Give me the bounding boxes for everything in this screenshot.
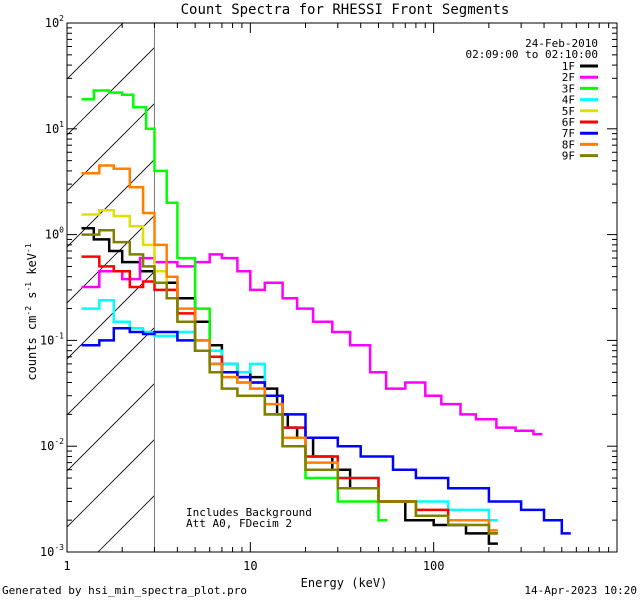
legend-label-3F: 3F <box>562 82 575 95</box>
y-tick-label: 102 <box>45 14 64 30</box>
legend-label-4F: 4F <box>562 94 575 107</box>
series-line-1F <box>81 226 498 545</box>
hatch-line <box>67 158 155 248</box>
hatch-line <box>67 270 155 360</box>
y-axis-label: counts cm-2 s-1 keV-1 <box>24 243 39 380</box>
legend-label-7F: 7F <box>562 127 575 140</box>
hatch-line <box>67 23 68 24</box>
legend-label-8F: 8F <box>562 138 575 151</box>
footer-timestamp: 14-Apr-2023 10:20 <box>524 584 637 597</box>
hatch-line <box>67 23 124 80</box>
x-tick-label: 1 <box>63 559 70 573</box>
legend-label-1F: 1F <box>562 60 575 73</box>
plot-frame <box>66 22 618 553</box>
legend-label-2F: 2F <box>562 71 575 84</box>
series-line-9F <box>81 228 498 535</box>
y-tick-label: 10-3 <box>40 543 64 559</box>
footer-generated-by: Generated by hsi_min_spectra_plot.pro <box>2 584 247 597</box>
annotation-background: Includes Background <box>186 506 312 519</box>
hatch-line <box>67 382 155 472</box>
legend-label-9F: 9F <box>562 150 575 163</box>
x-tick-label: 10 <box>243 559 257 573</box>
hatch-line <box>67 326 155 416</box>
y-tick-label: 10-2 <box>40 437 64 453</box>
chart-date: 24-Feb-2010 <box>525 37 598 50</box>
y-tick-label: 100 <box>45 226 64 242</box>
series-layer <box>81 89 571 545</box>
legend-label-5F: 5F <box>562 105 575 118</box>
axes-layer: 1 10 100 10-3 10-2 10-1 100 101 102 <box>40 14 618 573</box>
hatch-line <box>67 46 155 136</box>
series-line-5F <box>81 208 458 522</box>
series-line-8F <box>81 164 498 532</box>
annotation-attenuator: Att A0, FDecim 2 <box>186 517 292 530</box>
series-line-7F <box>81 327 571 535</box>
x-tick-label: 100 <box>423 559 445 573</box>
series-line-2F <box>81 253 543 436</box>
chart-time-range: 02:09:00 to 02:10:00 <box>466 48 598 61</box>
hatch-line <box>67 102 155 192</box>
y-tick-label: 101 <box>45 120 64 136</box>
y-tick-label: 10-1 <box>40 331 64 347</box>
hatch-line <box>67 214 155 304</box>
hatch-line <box>67 438 155 528</box>
series-line-3F <box>81 89 388 522</box>
legend-label-6F: 6F <box>562 116 575 129</box>
chart-title: Count Spectra for RHESSI Front Segments <box>181 2 510 18</box>
x-axis-label: Energy (keV) <box>301 576 388 590</box>
